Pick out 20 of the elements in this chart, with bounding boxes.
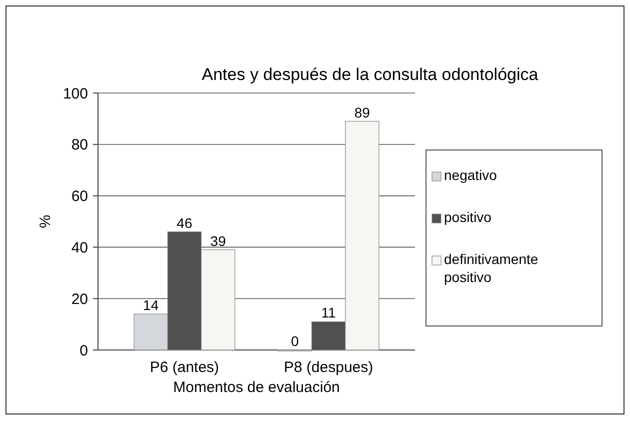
data-label: 14 xyxy=(143,297,159,314)
y-tick-label: 20 xyxy=(71,290,88,308)
data-label: 89 xyxy=(354,104,370,120)
y-tick-label: 100 xyxy=(62,85,88,102)
data-label: 46 xyxy=(176,214,192,231)
legend-label: negativo xyxy=(444,167,498,183)
chart-title: Antes y después de la consulta odontológica xyxy=(202,65,539,84)
legend-label: definitivamente positivo xyxy=(444,251,538,285)
x-tick-label: P8 (despues) xyxy=(284,359,374,376)
legend-label: positivo xyxy=(444,209,492,225)
data-label: 0 xyxy=(291,333,300,349)
y-tick-label: 80 xyxy=(71,136,88,154)
y-axis-title: % xyxy=(37,214,54,228)
data-label: 39 xyxy=(210,232,226,249)
y-tick-label: 0 xyxy=(80,342,88,360)
data-label: 11 xyxy=(321,304,336,321)
x-tick-label: P6 (antes) xyxy=(150,359,220,376)
y-tick-label: 60 xyxy=(71,188,88,206)
y-tick-label: 40 xyxy=(71,239,88,256)
x-axis-title: Momentos de evaluación xyxy=(173,379,340,396)
